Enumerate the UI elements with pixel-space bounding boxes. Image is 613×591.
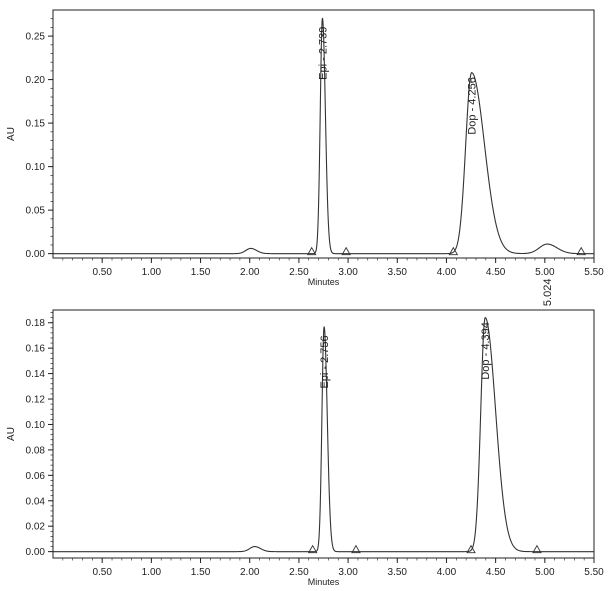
- y-tick-label: 0.05: [26, 206, 46, 217]
- integration-marker: [466, 544, 476, 554]
- y-tick-label: 0.06: [26, 471, 46, 482]
- y-tick-label: 0.25: [26, 32, 46, 43]
- peak-label: Dop - 4.394: [480, 322, 492, 379]
- integration-marker: [341, 246, 351, 256]
- x-tick-label: 1.00: [142, 267, 162, 278]
- x-tick-label: 3.00: [338, 567, 358, 578]
- x-tick-label: 3.00: [338, 267, 358, 278]
- x-tick-label: 3.50: [388, 567, 408, 578]
- plot-frame: [52, 9, 595, 259]
- y-tick-label: 0.20: [26, 75, 46, 86]
- peak-label: 5.024: [542, 279, 554, 307]
- x-tick-label: 1.00: [142, 567, 162, 578]
- y-tick-label: 0.14: [26, 369, 46, 380]
- x-tick-label: 4.00: [437, 267, 457, 278]
- x-tick-label: 1.50: [191, 567, 211, 578]
- integration-marker: [576, 246, 586, 256]
- chromatogram-trace: [53, 317, 594, 553]
- x-axis-label: Minutes: [308, 577, 340, 587]
- y-axis-label: AU: [6, 427, 17, 441]
- peak-label: Epi - 2.739: [317, 27, 329, 80]
- y-tick-label: 0.12: [26, 395, 46, 406]
- integration-marker: [351, 544, 361, 554]
- x-tick-label: 2.00: [240, 567, 260, 578]
- y-tick-label: 0.00: [26, 547, 46, 558]
- x-tick-label: 3.50: [388, 267, 408, 278]
- y-tick-label: 0.10: [26, 162, 46, 173]
- y-tick-label: 0.15: [26, 119, 46, 130]
- y-axis-label: AU: [6, 127, 17, 141]
- x-tick-label: 5.00: [535, 267, 555, 278]
- x-axis-label: Minutes: [308, 277, 340, 287]
- y-tick-label: 0.16: [26, 344, 46, 355]
- chromatogram-trace: [53, 17, 594, 255]
- integration-marker: [306, 246, 317, 256]
- peak-label: Dop - 4.256: [467, 77, 479, 134]
- chart-panel-top: 0.00 0.05 0.10 0.15 0.20 0.25 0.50 1.00 1.50 2.00…: [6, 9, 604, 307]
- x-tick-label: 0.50: [92, 567, 112, 578]
- x-tick-label: 1.50: [191, 267, 211, 278]
- x-tick-label: 2.50: [289, 567, 309, 578]
- x-tick-label: 5.00: [535, 567, 555, 578]
- y-tick-label: 0.00: [26, 249, 46, 260]
- peak-label: Epi - 2.756: [319, 335, 331, 388]
- y-tick-label: 0.18: [26, 318, 46, 329]
- integration-marker: [307, 544, 318, 554]
- x-tick-label: 0.50: [92, 267, 112, 278]
- y-tick-label: 0.02: [26, 522, 46, 533]
- y-tick-label: 0.08: [26, 445, 46, 456]
- y-tick-label: 0.10: [26, 420, 46, 431]
- x-tick-label: 4.50: [486, 267, 506, 278]
- integration-marker: [532, 544, 542, 554]
- x-tick-label: 2.50: [289, 267, 309, 278]
- x-tick-label: 4.00: [437, 567, 457, 578]
- plot-frame: [52, 309, 595, 559]
- integration-marker: [448, 246, 459, 256]
- x-tick-label: 2.00: [240, 267, 260, 278]
- x-tick-label: 5.50: [584, 267, 604, 278]
- y-tick-label: 0.04: [26, 496, 46, 507]
- x-tick-label: 4.50: [486, 567, 506, 578]
- chart-panel-bottom: 0.00 0.02 0.04 0.06 0.08 0.10 0.12 0.14 0.16 0.18…: [6, 309, 604, 587]
- x-tick-label: 5.50: [584, 567, 604, 578]
